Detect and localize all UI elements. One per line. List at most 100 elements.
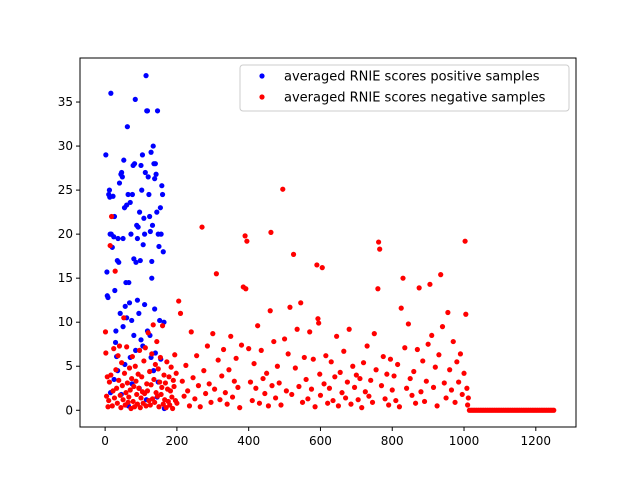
positive-sample-point — [111, 376, 117, 383]
negative-sample-point — [253, 385, 259, 391]
negative-sample-point — [382, 396, 388, 402]
negative-sample-point — [387, 356, 394, 362]
negative-sample-point — [452, 399, 458, 405]
positive-sample-point — [131, 161, 138, 167]
negative-sample-point — [133, 378, 139, 384]
negative-sample-point — [126, 394, 132, 400]
negative-sample-point — [462, 238, 468, 244]
positive-sample-point — [117, 310, 123, 316]
negative-sample-point — [167, 388, 174, 394]
negative-sample-point — [143, 403, 149, 409]
positive-sample-point — [138, 337, 144, 343]
negative-sample-point — [215, 357, 221, 363]
positive-sample-point — [150, 368, 157, 374]
legend-box — [239, 64, 570, 112]
negative-sample-point — [166, 374, 172, 380]
x-axis: 0 200 400 600 800 1000 1200 — [101, 427, 551, 448]
negative-sample-point — [220, 346, 227, 353]
positive-sample-point — [103, 152, 109, 158]
negative-sample-point — [113, 367, 119, 373]
negative-sample-point — [260, 375, 266, 382]
negative-sample-point — [457, 351, 464, 357]
negative-sample-point — [171, 383, 177, 390]
negative-sample-point — [249, 397, 255, 404]
negative-sample-point — [364, 343, 370, 349]
positive-sample-point — [125, 191, 131, 198]
negative-sample-point — [445, 309, 451, 316]
negative-sample-point — [124, 380, 130, 386]
negative-sample-point — [168, 364, 174, 370]
negative-sample-point — [159, 323, 166, 329]
negative-sample-point — [262, 390, 268, 397]
positive-sample-point — [111, 234, 117, 240]
negative-sample-point — [447, 367, 453, 373]
negative-sample-point — [273, 395, 279, 401]
positive-sample-point — [142, 231, 148, 237]
negative-sample-point — [208, 399, 214, 405]
negative-sample-point — [350, 363, 356, 369]
negative-sample-point — [287, 304, 293, 310]
positive-sample-point — [154, 209, 160, 215]
negative-sample-point — [412, 400, 419, 406]
negative-sample-point — [177, 310, 184, 316]
negative-sample-point — [436, 352, 442, 358]
negative-sample-point — [129, 375, 135, 382]
negative-sample-point — [112, 268, 118, 274]
negative-sample-point — [156, 404, 162, 410]
positive-sample-point — [154, 108, 161, 114]
negative-sample-point — [185, 388, 191, 394]
positive-sample-point — [132, 96, 138, 102]
negative-sample-point — [325, 400, 331, 406]
negative-sample-point — [145, 330, 151, 336]
negative-sample-point — [186, 403, 193, 409]
negative-sample-point — [127, 387, 133, 393]
negative-sample-point — [222, 390, 228, 396]
negative-sample-point — [256, 400, 263, 406]
negative-sample-point — [341, 348, 347, 354]
negative-sample-point — [149, 351, 155, 357]
x-tick-label: 200 — [165, 434, 188, 448]
negative-sample-point — [194, 353, 200, 359]
negative-sample-point — [407, 375, 413, 382]
negative-sample-point — [116, 343, 123, 349]
negative-sample-point — [195, 383, 202, 389]
negative-sample-point — [148, 382, 154, 388]
negative-sample-point — [157, 354, 163, 361]
negative-sample-point — [173, 370, 179, 376]
negative-sample-point — [269, 383, 275, 389]
negative-sample-point — [152, 361, 158, 368]
legend-marker-positive — [259, 73, 265, 79]
negative-sample-point — [360, 360, 367, 366]
negative-sample-point — [136, 347, 143, 353]
negative-sample-point — [425, 341, 431, 347]
negative-sample-point — [132, 363, 138, 369]
negative-sample-point — [312, 404, 318, 410]
negative-sample-point — [465, 395, 471, 401]
negative-sample-point — [119, 383, 125, 389]
negative-sample-point — [162, 380, 169, 386]
negative-sample-point — [251, 360, 257, 367]
negative-sample-point — [255, 323, 261, 329]
negative-sample-point — [403, 385, 410, 391]
negative-sample-point — [330, 397, 336, 404]
negative-sample-point — [229, 394, 236, 400]
legend-marker-negative — [259, 94, 265, 100]
negative-sample-point — [109, 403, 115, 409]
positive-sample-point — [152, 161, 158, 167]
negative-sample-point — [144, 388, 151, 394]
negative-sample-point — [238, 342, 245, 348]
negative-sample-point — [150, 322, 156, 328]
negative-sample-point — [147, 368, 153, 375]
legend-label-negative: averaged RNIE scores negative samples — [284, 91, 546, 106]
negative-sample-point — [164, 359, 170, 365]
negative-sample-point — [339, 390, 345, 396]
positive-sample-point — [116, 180, 123, 186]
negative-sample-point — [197, 404, 203, 410]
positive-sample-point — [112, 287, 118, 294]
positive-sample-point — [134, 297, 141, 303]
y-tick-label: 10 — [58, 315, 73, 329]
negative-sample-point — [188, 329, 194, 335]
negative-sample-point — [135, 371, 141, 377]
negative-sample-point — [247, 379, 254, 385]
positive-sample-point — [124, 202, 130, 208]
